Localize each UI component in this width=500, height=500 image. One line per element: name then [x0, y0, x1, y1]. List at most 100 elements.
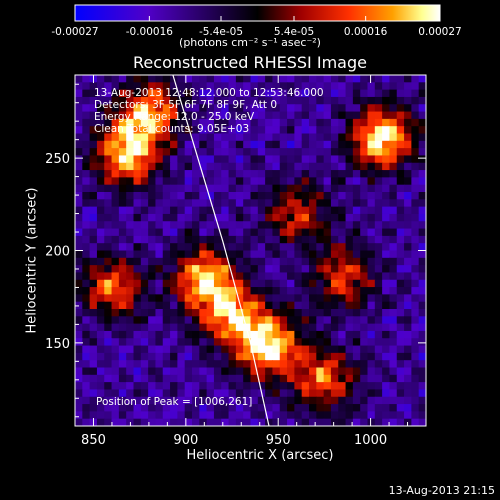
heatmap-cell	[360, 75, 369, 83]
heatmap-cell	[374, 111, 383, 120]
heatmap-cell	[206, 404, 215, 412]
heatmap-cell	[221, 389, 230, 398]
heatmap-cell	[382, 89, 391, 98]
heatmap-cell	[418, 338, 426, 347]
heatmap-cell	[265, 323, 274, 332]
annotation-detectors: Detectors: 3F 5F 6F 7F 8F 9F, Att 0	[94, 99, 278, 111]
heatmap-cell	[118, 323, 127, 332]
heatmap-cell	[235, 367, 244, 376]
heatmap-cell	[250, 316, 259, 325]
heatmap-cell	[104, 82, 113, 91]
heatmap-cell	[250, 411, 259, 420]
heatmap-cell	[367, 309, 376, 317]
heatmap-cell	[221, 418, 230, 426]
heatmap-cell	[221, 199, 230, 208]
heatmap-cell	[309, 89, 317, 98]
heatmap-cell	[89, 155, 98, 164]
heatmap-cell	[235, 75, 244, 83]
heatmap-cell	[118, 184, 127, 193]
heatmap-cell	[118, 301, 127, 310]
heatmap-cell	[382, 96, 391, 105]
heatmap-cell	[155, 316, 164, 325]
heatmap-cell	[279, 418, 288, 426]
heatmap-cell	[374, 250, 383, 259]
heatmap-cell	[301, 345, 310, 354]
heatmap-cell	[382, 323, 391, 332]
heatmap-cell	[360, 221, 369, 230]
heatmap-cell	[155, 352, 164, 361]
heatmap-cell	[104, 338, 113, 347]
heatmap-cell	[323, 323, 332, 332]
heatmap-cell	[411, 96, 420, 105]
heatmap-cell	[287, 213, 295, 222]
heatmap-cell	[206, 272, 215, 281]
heatmap-cell	[294, 309, 303, 317]
heatmap-cell	[287, 374, 295, 383]
heatmap-cell	[184, 418, 193, 426]
heatmap-cell	[162, 330, 171, 339]
heatmap-cell	[367, 250, 376, 259]
heatmap-cell	[272, 287, 281, 295]
heatmap-cell	[155, 287, 164, 295]
heatmap-cells	[75, 75, 426, 426]
heatmap-cell	[133, 374, 142, 383]
heatmap-cell	[418, 287, 426, 295]
heatmap-cell	[162, 265, 171, 274]
heatmap-cell	[352, 389, 361, 398]
heatmap-cell	[192, 75, 200, 83]
heatmap-cell	[396, 148, 405, 157]
heatmap-cell	[235, 243, 244, 252]
heatmap-cell	[206, 323, 215, 332]
heatmap-cell	[206, 411, 215, 420]
heatmap-cell	[374, 206, 383, 215]
heatmap-cell	[89, 228, 98, 237]
heatmap-cell	[411, 382, 420, 391]
heatmap-cell	[118, 418, 127, 426]
heatmap-cell	[213, 82, 222, 91]
heatmap-cell	[155, 404, 164, 412]
heatmap-cell	[374, 140, 383, 149]
heatmap-cell	[389, 367, 398, 376]
heatmap-cell	[126, 404, 135, 412]
heatmap-cell	[250, 243, 259, 252]
heatmap-cell	[75, 133, 83, 142]
heatmap-cell	[118, 162, 127, 171]
heatmap-cell	[345, 111, 354, 120]
heatmap-cell	[111, 367, 120, 376]
heatmap-cell	[279, 89, 288, 98]
heatmap-cell	[411, 133, 420, 142]
heatmap-cell	[213, 272, 222, 281]
heatmap-cell	[404, 148, 412, 157]
heatmap-cell	[360, 257, 369, 266]
heatmap-cell	[235, 235, 244, 244]
heatmap-cell	[382, 338, 391, 347]
heatmap-cell	[265, 148, 274, 157]
heatmap-cell	[177, 330, 186, 339]
heatmap-cell	[243, 301, 252, 310]
heatmap-cell	[118, 382, 127, 391]
heatmap-cell	[352, 111, 361, 120]
heatmap-cell	[279, 96, 288, 105]
heatmap-cell	[89, 162, 98, 171]
heatmap-cell	[170, 192, 178, 200]
heatmap-cell	[309, 360, 317, 369]
heatmap-cell	[360, 294, 369, 303]
heatmap-cell	[265, 330, 274, 339]
heatmap-cell	[192, 309, 200, 317]
heatmap-cell	[389, 228, 398, 237]
heatmap-cell	[345, 213, 354, 222]
heatmap-cell	[404, 309, 412, 317]
heatmap-cell	[367, 367, 376, 376]
heatmap-cell	[279, 396, 288, 405]
heatmap-cell	[396, 272, 405, 281]
heatmap-cell	[228, 287, 237, 295]
heatmap-cell	[352, 294, 361, 303]
heatmap-cell	[404, 345, 412, 354]
heatmap-cell	[133, 213, 142, 222]
heatmap-cell	[192, 287, 200, 295]
heatmap-cell	[111, 294, 120, 303]
heatmap-cell	[316, 199, 325, 208]
heatmap-cell	[228, 82, 237, 91]
heatmap-cell	[75, 396, 83, 405]
heatmap-cell	[155, 184, 164, 193]
